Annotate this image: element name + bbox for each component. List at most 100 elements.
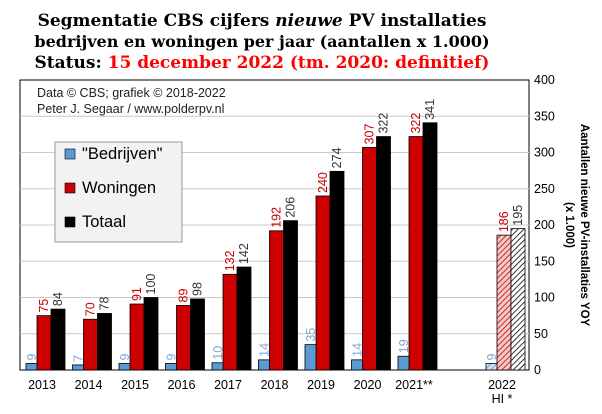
bar-value-label: 322 bbox=[377, 113, 391, 134]
bar-totaal bbox=[143, 297, 159, 371]
x-tick-label: 2015 bbox=[121, 378, 149, 392]
bar-value-label: 9 bbox=[25, 353, 39, 360]
bar-woningen bbox=[269, 230, 284, 371]
credit-line-2: Peter J. Segaar / www.polderpv.nl bbox=[37, 102, 224, 116]
y-axis-subtitle: (x 1.000) bbox=[563, 202, 575, 248]
bar-totaal bbox=[97, 313, 112, 371]
bar-value-label: 9 bbox=[165, 353, 179, 360]
chart-title-line-1: Segmentatie CBS cijfers nieuwe PV instal… bbox=[38, 11, 487, 31]
bar-woningen bbox=[83, 318, 98, 371]
bar-value-label: 10 bbox=[211, 346, 225, 360]
bar-bedrijven bbox=[258, 359, 271, 371]
bar-value-label: 100 bbox=[144, 274, 158, 295]
bar-value-label: 186 bbox=[497, 211, 511, 232]
y-axis-title: Aantallen nieuwe PV-installaties YOY bbox=[578, 124, 590, 327]
bar-totaal bbox=[376, 136, 391, 371]
bar-totaal bbox=[510, 228, 526, 371]
y-tick-label: 100 bbox=[534, 291, 555, 305]
legend-label: Woningen bbox=[82, 179, 156, 197]
bar-value-label: 307 bbox=[363, 124, 377, 145]
chart-title-line-2: bedrijven en woningen per jaar (aantalle… bbox=[34, 32, 489, 51]
x-tick-label: 2022 bbox=[488, 378, 516, 392]
bar-bedrijven bbox=[165, 363, 178, 371]
y-tick-label: 0 bbox=[534, 363, 541, 377]
bar-value-labels: 9 75 84 7 70 78 9 91 100 9 89 98 10 132 142 14 192 206 35 2… bbox=[25, 99, 525, 362]
bar-value-label: 9 bbox=[118, 353, 132, 360]
bar-value-label: 89 bbox=[177, 289, 191, 303]
bar-totaal bbox=[236, 266, 252, 371]
x-axis-labels: 2013 2014 2015 2016 2017 2018 2019 2020 2021** 20… bbox=[28, 378, 516, 406]
legend-box bbox=[54, 141, 183, 243]
bar-value-label: 206 bbox=[284, 197, 298, 218]
bar-woningen bbox=[362, 147, 377, 371]
bar-totaal bbox=[190, 298, 205, 371]
bar-bedrijven bbox=[72, 364, 85, 371]
bar-value-label: 192 bbox=[270, 207, 284, 228]
bar-totaal bbox=[283, 220, 298, 371]
y-tick-label: 300 bbox=[534, 146, 555, 160]
bar-value-label: 274 bbox=[330, 147, 344, 168]
legend-label: "Bedrijven" bbox=[82, 145, 163, 163]
x-tick-label: 2020 bbox=[354, 378, 382, 392]
bars bbox=[25, 122, 526, 371]
legend: "Bedrijven" Woningen Totaal bbox=[54, 141, 183, 243]
bar-bedrijven bbox=[25, 363, 39, 371]
bar-bedrijven bbox=[485, 363, 499, 371]
bar-bedrijven bbox=[211, 362, 225, 371]
bar-value-label: 84 bbox=[51, 292, 65, 306]
x-tick-label: 2014 bbox=[75, 378, 103, 392]
bar-totaal bbox=[422, 122, 438, 371]
bar-value-label: 132 bbox=[223, 250, 237, 271]
legend-swatch bbox=[64, 182, 76, 194]
bar-value-label: 91 bbox=[130, 287, 144, 301]
legend-label: Totaal bbox=[82, 213, 126, 231]
legend-swatch bbox=[64, 216, 76, 228]
x-tick-label: 2017 bbox=[214, 378, 242, 392]
chart-title-line-3: Status: 15 december 2022 (tm. 2020: defi… bbox=[35, 53, 490, 73]
bar-bedrijven bbox=[397, 355, 411, 371]
bar-woningen bbox=[129, 303, 145, 371]
bar-woningen bbox=[222, 273, 238, 371]
bar-value-label: 341 bbox=[423, 99, 437, 120]
bar-totaal bbox=[50, 308, 66, 371]
bar-woningen bbox=[408, 136, 424, 371]
bar-value-label: 322 bbox=[409, 113, 423, 134]
y-tick-label: 400 bbox=[534, 73, 555, 87]
bar-value-label: 9 bbox=[485, 353, 499, 360]
legend-swatch bbox=[64, 148, 76, 160]
y-tick-label: 50 bbox=[534, 327, 548, 341]
bar-value-label: 142 bbox=[237, 243, 251, 264]
x-tick-label: 2013 bbox=[28, 378, 56, 392]
credit-line-1: Data © CBS; grafiek © 2018-2022 bbox=[37, 86, 226, 100]
bar-value-label: 78 bbox=[98, 296, 112, 310]
y-axis-labels: 0 50 100 150 200 250 300 350 400 bbox=[534, 73, 555, 377]
bar-value-label: 35 bbox=[304, 328, 318, 342]
bar-woningen bbox=[315, 195, 331, 371]
bar-bedrijven bbox=[304, 344, 318, 371]
bar-value-label: 240 bbox=[316, 172, 330, 193]
x-tick-label: 2019 bbox=[307, 378, 335, 392]
x-tick-label: 2016 bbox=[168, 378, 196, 392]
x-tick-label: 2018 bbox=[261, 378, 289, 392]
bar-value-label: 98 bbox=[191, 282, 205, 296]
y-tick-label: 350 bbox=[534, 109, 555, 123]
bar-value-label: 19 bbox=[397, 339, 411, 353]
bar-value-label: 70 bbox=[84, 302, 98, 316]
bar-value-label: 14 bbox=[351, 343, 365, 357]
x-tick-label: 2021** bbox=[395, 378, 433, 392]
x-tick-sublabel: HI * bbox=[492, 392, 513, 406]
bar-value-label: 195 bbox=[511, 205, 525, 226]
bar-totaal bbox=[329, 170, 345, 371]
bar-bedrijven bbox=[351, 359, 364, 371]
y-tick-label: 200 bbox=[534, 218, 555, 232]
bar-woningen bbox=[176, 305, 191, 371]
bar-bedrijven bbox=[118, 363, 132, 371]
bar-value-label: 75 bbox=[37, 299, 51, 313]
bar-value-label: 14 bbox=[258, 343, 272, 357]
y-tick-label: 250 bbox=[534, 182, 555, 196]
bar-woningen bbox=[36, 315, 52, 371]
bar-woningen bbox=[496, 234, 512, 371]
bar-value-label: 7 bbox=[72, 355, 86, 362]
y-tick-label: 150 bbox=[534, 254, 555, 268]
